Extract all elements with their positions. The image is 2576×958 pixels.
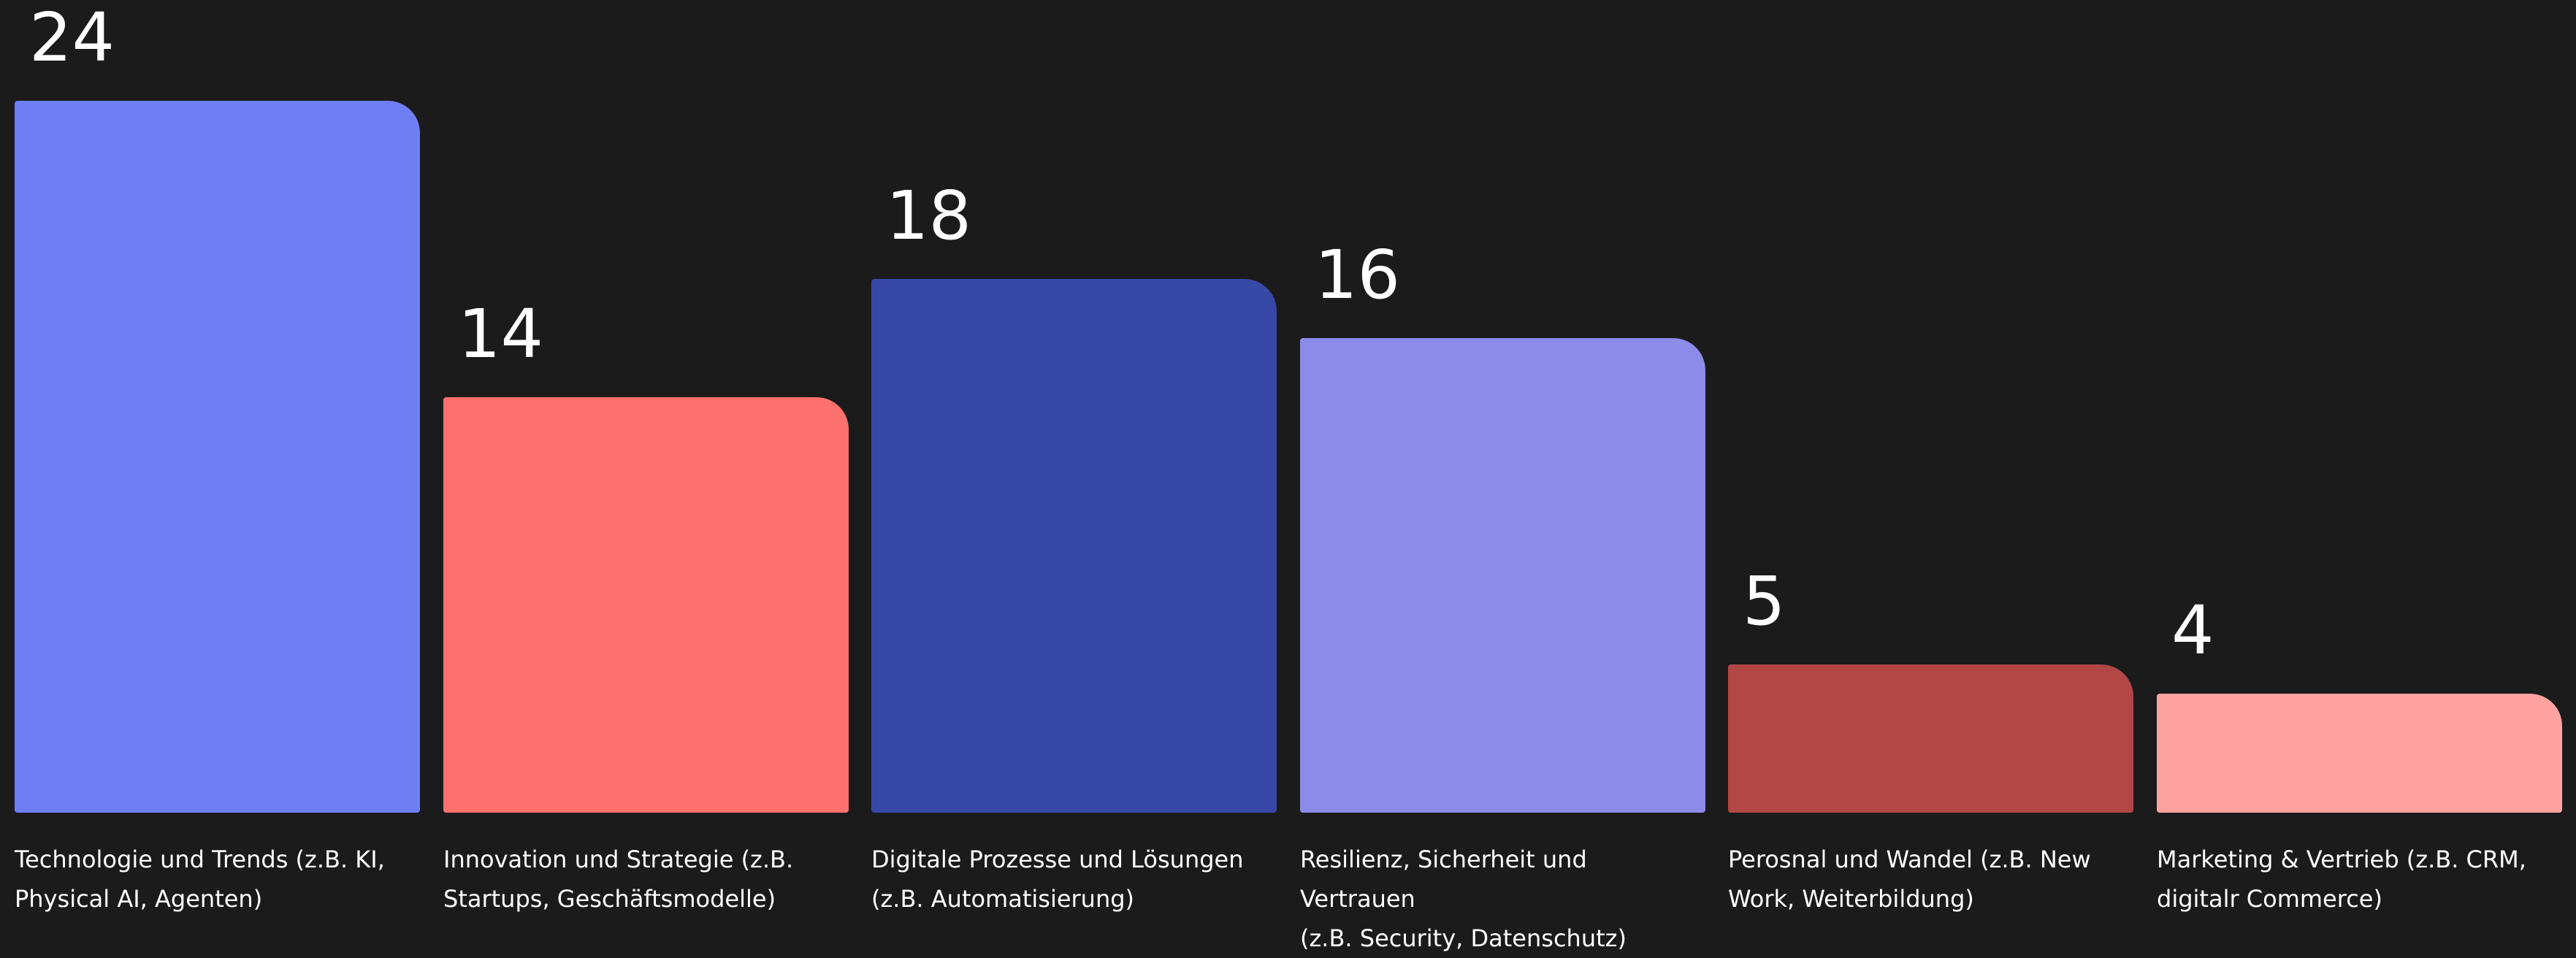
bar <box>1300 338 1705 813</box>
bar <box>443 397 849 813</box>
bar-value-label: 14 <box>458 295 544 373</box>
bar-chart: 24 Technologie und Trends (z.B. KI, Physi… <box>15 0 2562 952</box>
bar-value-label: 16 <box>1315 236 1401 314</box>
category-label: Digitale Prozesse und Lösungen (z.B. Aut… <box>871 846 1244 913</box>
category-label: Technologie und Trends (z.B. KI, Physica… <box>15 846 385 913</box>
category-label: Perosnal und Wandel (z.B. New Work, Weit… <box>1728 846 2091 913</box>
bar <box>1728 664 2133 813</box>
bar <box>15 101 420 813</box>
bar <box>871 279 1277 813</box>
category-label: Resilienz, Sicherheit und Vertrauen (z.B… <box>1300 846 1627 952</box>
bar-value-label: 18 <box>886 177 972 255</box>
bar-value-label: 24 <box>29 0 115 77</box>
bar-value-label: 4 <box>2171 591 2214 670</box>
bar <box>2157 694 2562 813</box>
category-label: Innovation und Strategie (z.B. Startups,… <box>443 846 794 913</box>
bar-value-label: 5 <box>1743 562 1786 640</box>
category-label: Marketing & Vertrieb (z.B. CRM, digitalr… <box>2157 846 2526 913</box>
